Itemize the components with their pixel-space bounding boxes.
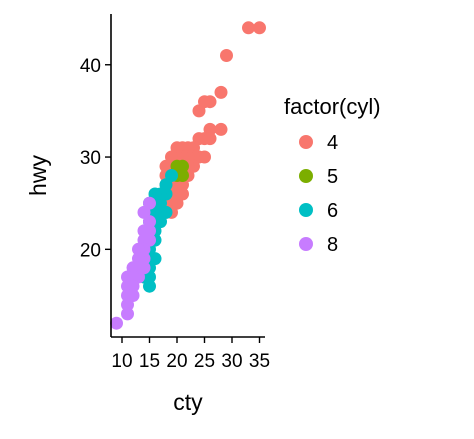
legend-label: 5 bbox=[327, 166, 338, 188]
data-point bbox=[121, 298, 134, 312]
x-tick-label: 10 bbox=[111, 351, 132, 372]
x-tick-label: 20 bbox=[166, 351, 187, 372]
data-point bbox=[143, 279, 156, 293]
legend-key bbox=[299, 169, 313, 183]
x-tick-label: 30 bbox=[221, 351, 242, 372]
legend-key bbox=[299, 203, 313, 217]
x-tick-label: 25 bbox=[194, 351, 215, 372]
data-point bbox=[242, 21, 255, 35]
legend-item-4: 4 bbox=[299, 132, 338, 154]
series-4 bbox=[154, 21, 266, 219]
data-point bbox=[165, 169, 178, 182]
legend-label: 4 bbox=[327, 132, 338, 154]
points-layer bbox=[110, 21, 266, 330]
x-ticks: 10 15 20 25 30 35 bbox=[111, 337, 270, 372]
data-point bbox=[121, 307, 134, 321]
data-point bbox=[203, 132, 217, 146]
data-point bbox=[253, 21, 266, 35]
legend-key bbox=[299, 237, 313, 251]
data-point bbox=[214, 85, 228, 99]
y-tick-label: 40 bbox=[80, 56, 101, 77]
y-ticks: 20 30 40 bbox=[80, 56, 111, 261]
legend-item-5: 5 bbox=[299, 166, 338, 188]
series-8 bbox=[110, 196, 156, 330]
y-tick-label: 30 bbox=[80, 148, 101, 169]
data-point bbox=[110, 316, 123, 330]
legend-item-6: 6 bbox=[299, 200, 338, 222]
legend-item-8: 8 bbox=[299, 234, 338, 256]
data-point bbox=[220, 49, 233, 62]
data-point bbox=[214, 122, 228, 136]
legend-label: 6 bbox=[327, 200, 338, 222]
legend-title: factor(cyl) bbox=[284, 94, 381, 119]
data-point bbox=[192, 104, 206, 118]
legend-key bbox=[299, 135, 313, 149]
legend-label: 8 bbox=[327, 234, 338, 256]
y-axis-title: hwy bbox=[25, 155, 51, 196]
legend: factor(cyl) 4 5 6 8 bbox=[284, 94, 381, 256]
x-tick-label: 15 bbox=[139, 351, 160, 372]
y-tick-label: 20 bbox=[80, 240, 101, 261]
x-tick-label: 35 bbox=[249, 351, 270, 372]
x-axis-title: cty bbox=[173, 389, 203, 415]
